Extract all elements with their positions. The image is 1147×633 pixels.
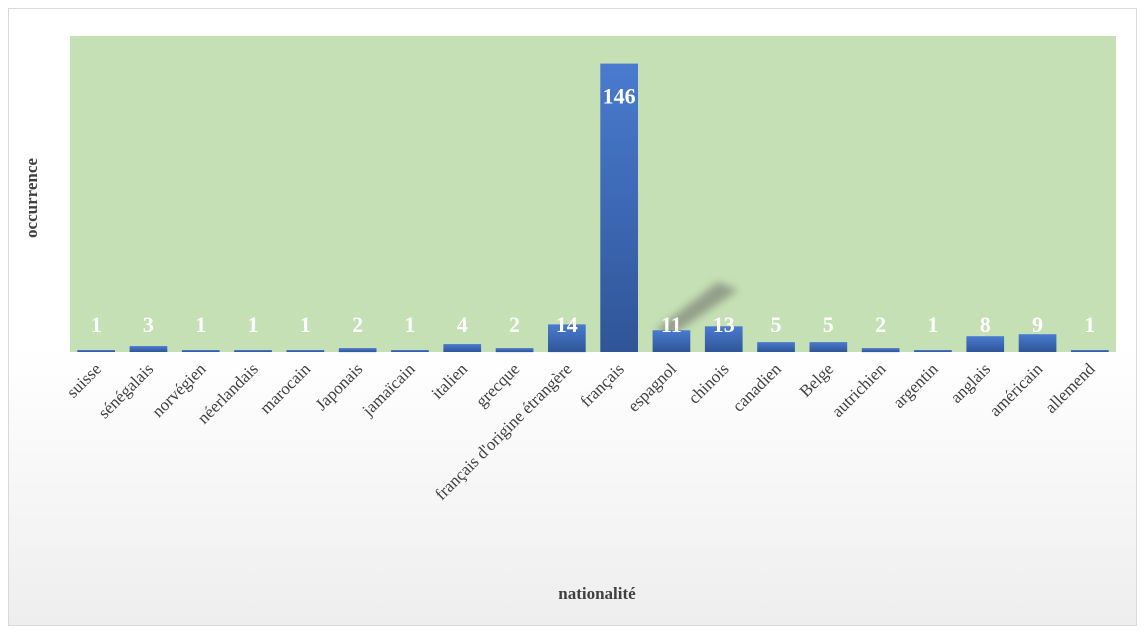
x-axis-title: nationalité	[558, 584, 636, 603]
bar-14	[809, 342, 848, 352]
data-label-1: 3	[143, 312, 154, 337]
bar-8	[495, 348, 534, 353]
bar-6	[391, 350, 429, 352]
bar-12	[704, 326, 743, 352]
x-tick-label-14: Belge	[796, 359, 837, 400]
plot-area	[70, 36, 1116, 352]
bar-0	[77, 350, 115, 352]
data-label-11: 11	[661, 312, 682, 337]
x-tick-label-12: chinois	[684, 359, 732, 407]
bar-7	[443, 344, 482, 352]
bar-15	[861, 348, 900, 353]
x-tick-label-1: sénégalais	[94, 359, 157, 422]
data-label-12: 13	[713, 312, 735, 337]
bar-9	[548, 324, 586, 353]
x-tick-label-7: italien	[428, 359, 472, 403]
data-label-18: 9	[1032, 312, 1043, 337]
data-label-8: 2	[509, 312, 520, 337]
bar-19	[1071, 350, 1109, 352]
bar-3	[234, 350, 272, 352]
x-tick-label-11: espagnol	[624, 359, 680, 415]
data-label-5: 2	[352, 312, 363, 337]
x-tick-label-6: jamaïcain	[358, 359, 419, 420]
bar-17	[966, 336, 1005, 352]
data-label-10: 146	[603, 84, 636, 109]
decorative-shadow	[655, 282, 738, 338]
y-axis-title: occurrence	[22, 158, 41, 238]
data-label-13: 5	[771, 312, 782, 337]
bar-18	[1018, 334, 1057, 352]
data-label-14: 5	[823, 312, 834, 337]
data-label-17: 8	[980, 312, 991, 337]
data-label-0: 1	[91, 312, 102, 337]
bar-4	[286, 350, 325, 352]
bar-11	[652, 330, 691, 352]
bar-2	[181, 350, 220, 352]
bar-5	[338, 348, 377, 353]
data-label-7: 4	[457, 312, 468, 337]
data-label-15: 2	[875, 312, 886, 337]
bar-1	[129, 346, 168, 352]
data-label-2: 1	[195, 312, 206, 337]
bar-16	[914, 350, 952, 352]
data-label-6: 1	[404, 312, 415, 337]
x-tick-label-17: anglais	[947, 359, 994, 406]
data-label-4: 1	[300, 312, 311, 337]
x-tick-label-18: américain	[986, 359, 1047, 420]
x-tick-label-15: autrichien	[828, 359, 890, 421]
data-label-16: 1	[927, 312, 938, 337]
x-tick-label-4: marocain	[256, 359, 315, 418]
x-tick-label-8: grecque	[472, 359, 523, 410]
x-tick-label-19: allemend	[1041, 359, 1099, 417]
bar-10	[600, 63, 638, 352]
x-tick-label-16: argentin	[889, 359, 942, 412]
x-tick-label-10: français	[576, 359, 627, 410]
bar-13	[757, 342, 795, 352]
data-label-9: 14	[556, 312, 578, 337]
data-label-19: 1	[1084, 312, 1095, 337]
data-label-3: 1	[248, 312, 259, 337]
x-tick-label-13: canadien	[729, 359, 786, 416]
x-tick-label-0: suisse	[63, 359, 105, 401]
